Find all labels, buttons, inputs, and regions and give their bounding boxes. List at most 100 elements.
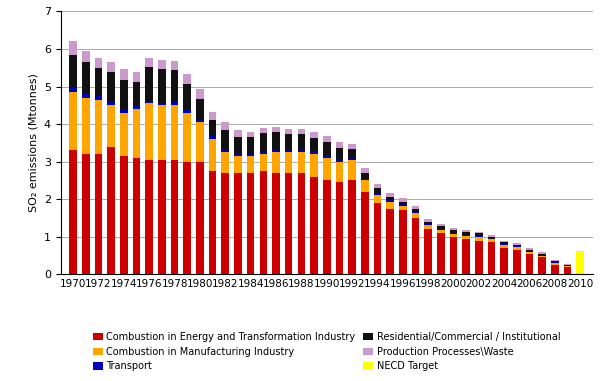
Bar xyxy=(361,173,368,179)
Bar xyxy=(551,261,558,262)
Bar xyxy=(564,267,571,274)
Bar xyxy=(158,69,166,103)
Bar xyxy=(323,181,330,274)
Bar xyxy=(488,242,495,274)
Bar xyxy=(209,120,217,136)
Bar xyxy=(386,202,394,209)
Bar xyxy=(95,96,102,100)
Bar xyxy=(272,127,280,132)
Bar xyxy=(70,92,77,150)
Bar xyxy=(272,152,280,173)
Bar xyxy=(158,59,166,69)
Bar xyxy=(120,110,128,113)
Bar xyxy=(234,173,242,274)
Bar xyxy=(70,54,77,88)
Bar xyxy=(260,152,267,154)
Bar xyxy=(183,113,191,162)
Bar xyxy=(285,149,292,152)
Bar xyxy=(411,218,419,274)
Bar xyxy=(411,213,419,218)
Bar xyxy=(386,200,394,202)
Bar xyxy=(285,173,292,274)
Bar xyxy=(462,232,470,235)
Bar xyxy=(234,154,242,156)
Bar xyxy=(70,88,77,92)
Bar xyxy=(500,244,508,245)
Bar xyxy=(437,226,445,229)
Bar xyxy=(437,224,445,226)
Bar xyxy=(386,193,394,197)
Bar xyxy=(323,158,330,181)
Bar xyxy=(247,173,255,274)
Bar xyxy=(323,142,330,155)
Bar xyxy=(95,154,102,274)
Bar xyxy=(577,251,584,274)
Bar xyxy=(234,137,242,154)
Bar xyxy=(132,72,140,82)
Bar xyxy=(538,252,546,254)
Bar xyxy=(513,246,521,247)
Bar xyxy=(145,160,153,274)
Bar xyxy=(348,160,356,181)
Bar xyxy=(450,237,457,274)
Bar xyxy=(386,209,394,274)
Bar xyxy=(551,260,558,261)
Bar xyxy=(145,101,153,104)
Bar xyxy=(298,129,305,134)
Bar xyxy=(323,155,330,158)
Bar xyxy=(298,149,305,152)
Bar xyxy=(450,234,457,237)
Bar xyxy=(399,210,407,274)
Y-axis label: SO₂ emissions (Mtonnes): SO₂ emissions (Mtonnes) xyxy=(28,74,38,212)
Bar xyxy=(158,105,166,160)
Bar xyxy=(171,102,178,105)
Bar xyxy=(424,219,432,222)
Bar xyxy=(221,150,229,152)
Bar xyxy=(145,58,153,67)
Bar xyxy=(526,254,534,274)
Bar xyxy=(513,245,521,246)
Bar xyxy=(538,258,546,274)
Bar xyxy=(437,230,445,233)
Bar xyxy=(500,245,508,248)
Bar xyxy=(526,251,534,252)
Bar xyxy=(424,222,432,224)
Bar xyxy=(234,130,242,137)
Bar xyxy=(411,209,419,211)
Bar xyxy=(132,82,140,106)
Bar xyxy=(108,105,115,147)
Bar xyxy=(247,156,255,173)
Bar xyxy=(310,154,318,177)
Bar xyxy=(564,264,571,265)
Bar xyxy=(298,134,305,149)
Bar xyxy=(108,72,115,102)
Bar xyxy=(462,230,470,232)
Bar xyxy=(171,61,178,70)
Bar xyxy=(260,133,267,152)
Bar xyxy=(348,158,356,160)
Bar xyxy=(500,242,508,244)
Bar xyxy=(82,98,90,154)
Bar xyxy=(120,156,128,274)
Bar xyxy=(513,250,521,274)
Bar xyxy=(209,112,217,120)
Legend: Combustion in Energy and Transformation Industry, Combustion in Manufacturing In: Combustion in Energy and Transformation … xyxy=(93,332,561,371)
Bar xyxy=(399,202,407,204)
Bar xyxy=(171,105,178,160)
Bar xyxy=(361,179,368,181)
Bar xyxy=(462,235,470,239)
Bar xyxy=(374,193,381,195)
Bar xyxy=(196,119,204,122)
Bar xyxy=(145,104,153,160)
Bar xyxy=(538,256,546,258)
Bar xyxy=(475,235,483,237)
Bar xyxy=(70,42,77,54)
Bar xyxy=(108,102,115,105)
Bar xyxy=(374,184,381,188)
Bar xyxy=(336,159,343,162)
Bar xyxy=(475,234,483,235)
Bar xyxy=(323,136,330,142)
Bar xyxy=(538,254,546,255)
Bar xyxy=(348,181,356,274)
Bar xyxy=(120,69,128,80)
